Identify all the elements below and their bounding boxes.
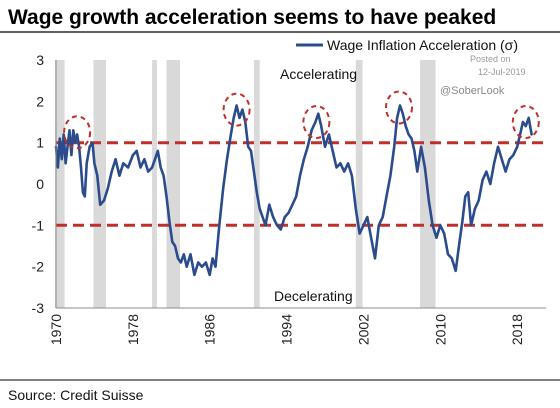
x-tick-label: 2018 — [509, 314, 525, 345]
x-tick-label: 1970 — [48, 314, 64, 345]
watermark-handle: @SoberLook — [440, 85, 505, 97]
x-tick-label: 2002 — [356, 314, 372, 345]
y-tick-label: -1 — [32, 217, 45, 233]
y-tick-label: -2 — [32, 259, 45, 275]
y-tick-label: 1 — [36, 135, 44, 151]
recession-band — [166, 60, 180, 308]
source-note: Source: Credit Suisse — [8, 387, 144, 403]
y-tick-labels: 3 2 1 0 -1 -2 -3 — [32, 52, 45, 316]
axes — [55, 60, 546, 309]
recession-bands — [55, 60, 436, 308]
y-tick-label: 2 — [36, 93, 44, 109]
y-tick-label: -3 — [32, 300, 45, 316]
recession-band — [152, 60, 157, 308]
peak-circle — [302, 105, 331, 139]
x-tick-label: 2010 — [432, 314, 448, 345]
x-tick-label: 1994 — [279, 314, 295, 345]
legend: Wage Inflation Acceleration (σ) — [296, 37, 518, 53]
y-tick-label: 3 — [36, 52, 44, 68]
legend-label: Wage Inflation Acceleration (σ) — [327, 37, 518, 53]
watermark-posted-on: Posted on — [470, 54, 511, 64]
peak-circle — [63, 115, 92, 150]
reference-lines — [56, 141, 546, 227]
peak-circle — [511, 105, 540, 139]
peak-circle — [385, 90, 413, 125]
recession-band — [355, 60, 363, 308]
watermark-date: 12-Jul-2019 — [478, 67, 526, 77]
recession-band — [55, 60, 65, 308]
x-tick-labels: 1970 1978 1986 1994 2002 2010 2018 — [48, 314, 525, 345]
annotation-decelerating: Decelerating — [274, 288, 353, 304]
x-tick-label: 1978 — [125, 314, 141, 345]
peak-circles — [63, 90, 540, 150]
x-tick-label: 1986 — [202, 314, 218, 345]
recession-band — [93, 60, 106, 308]
series-line — [54, 104, 533, 277]
chart-title: Wage growth acceleration seems to have p… — [8, 6, 496, 29]
series-layer — [54, 104, 533, 277]
watermark: Posted on 12-Jul-2019 @SoberLook — [440, 54, 526, 97]
annotation-accelerating: Accelerating — [280, 66, 357, 82]
y-tick-label: 0 — [36, 176, 44, 192]
peak-circle — [222, 92, 251, 127]
